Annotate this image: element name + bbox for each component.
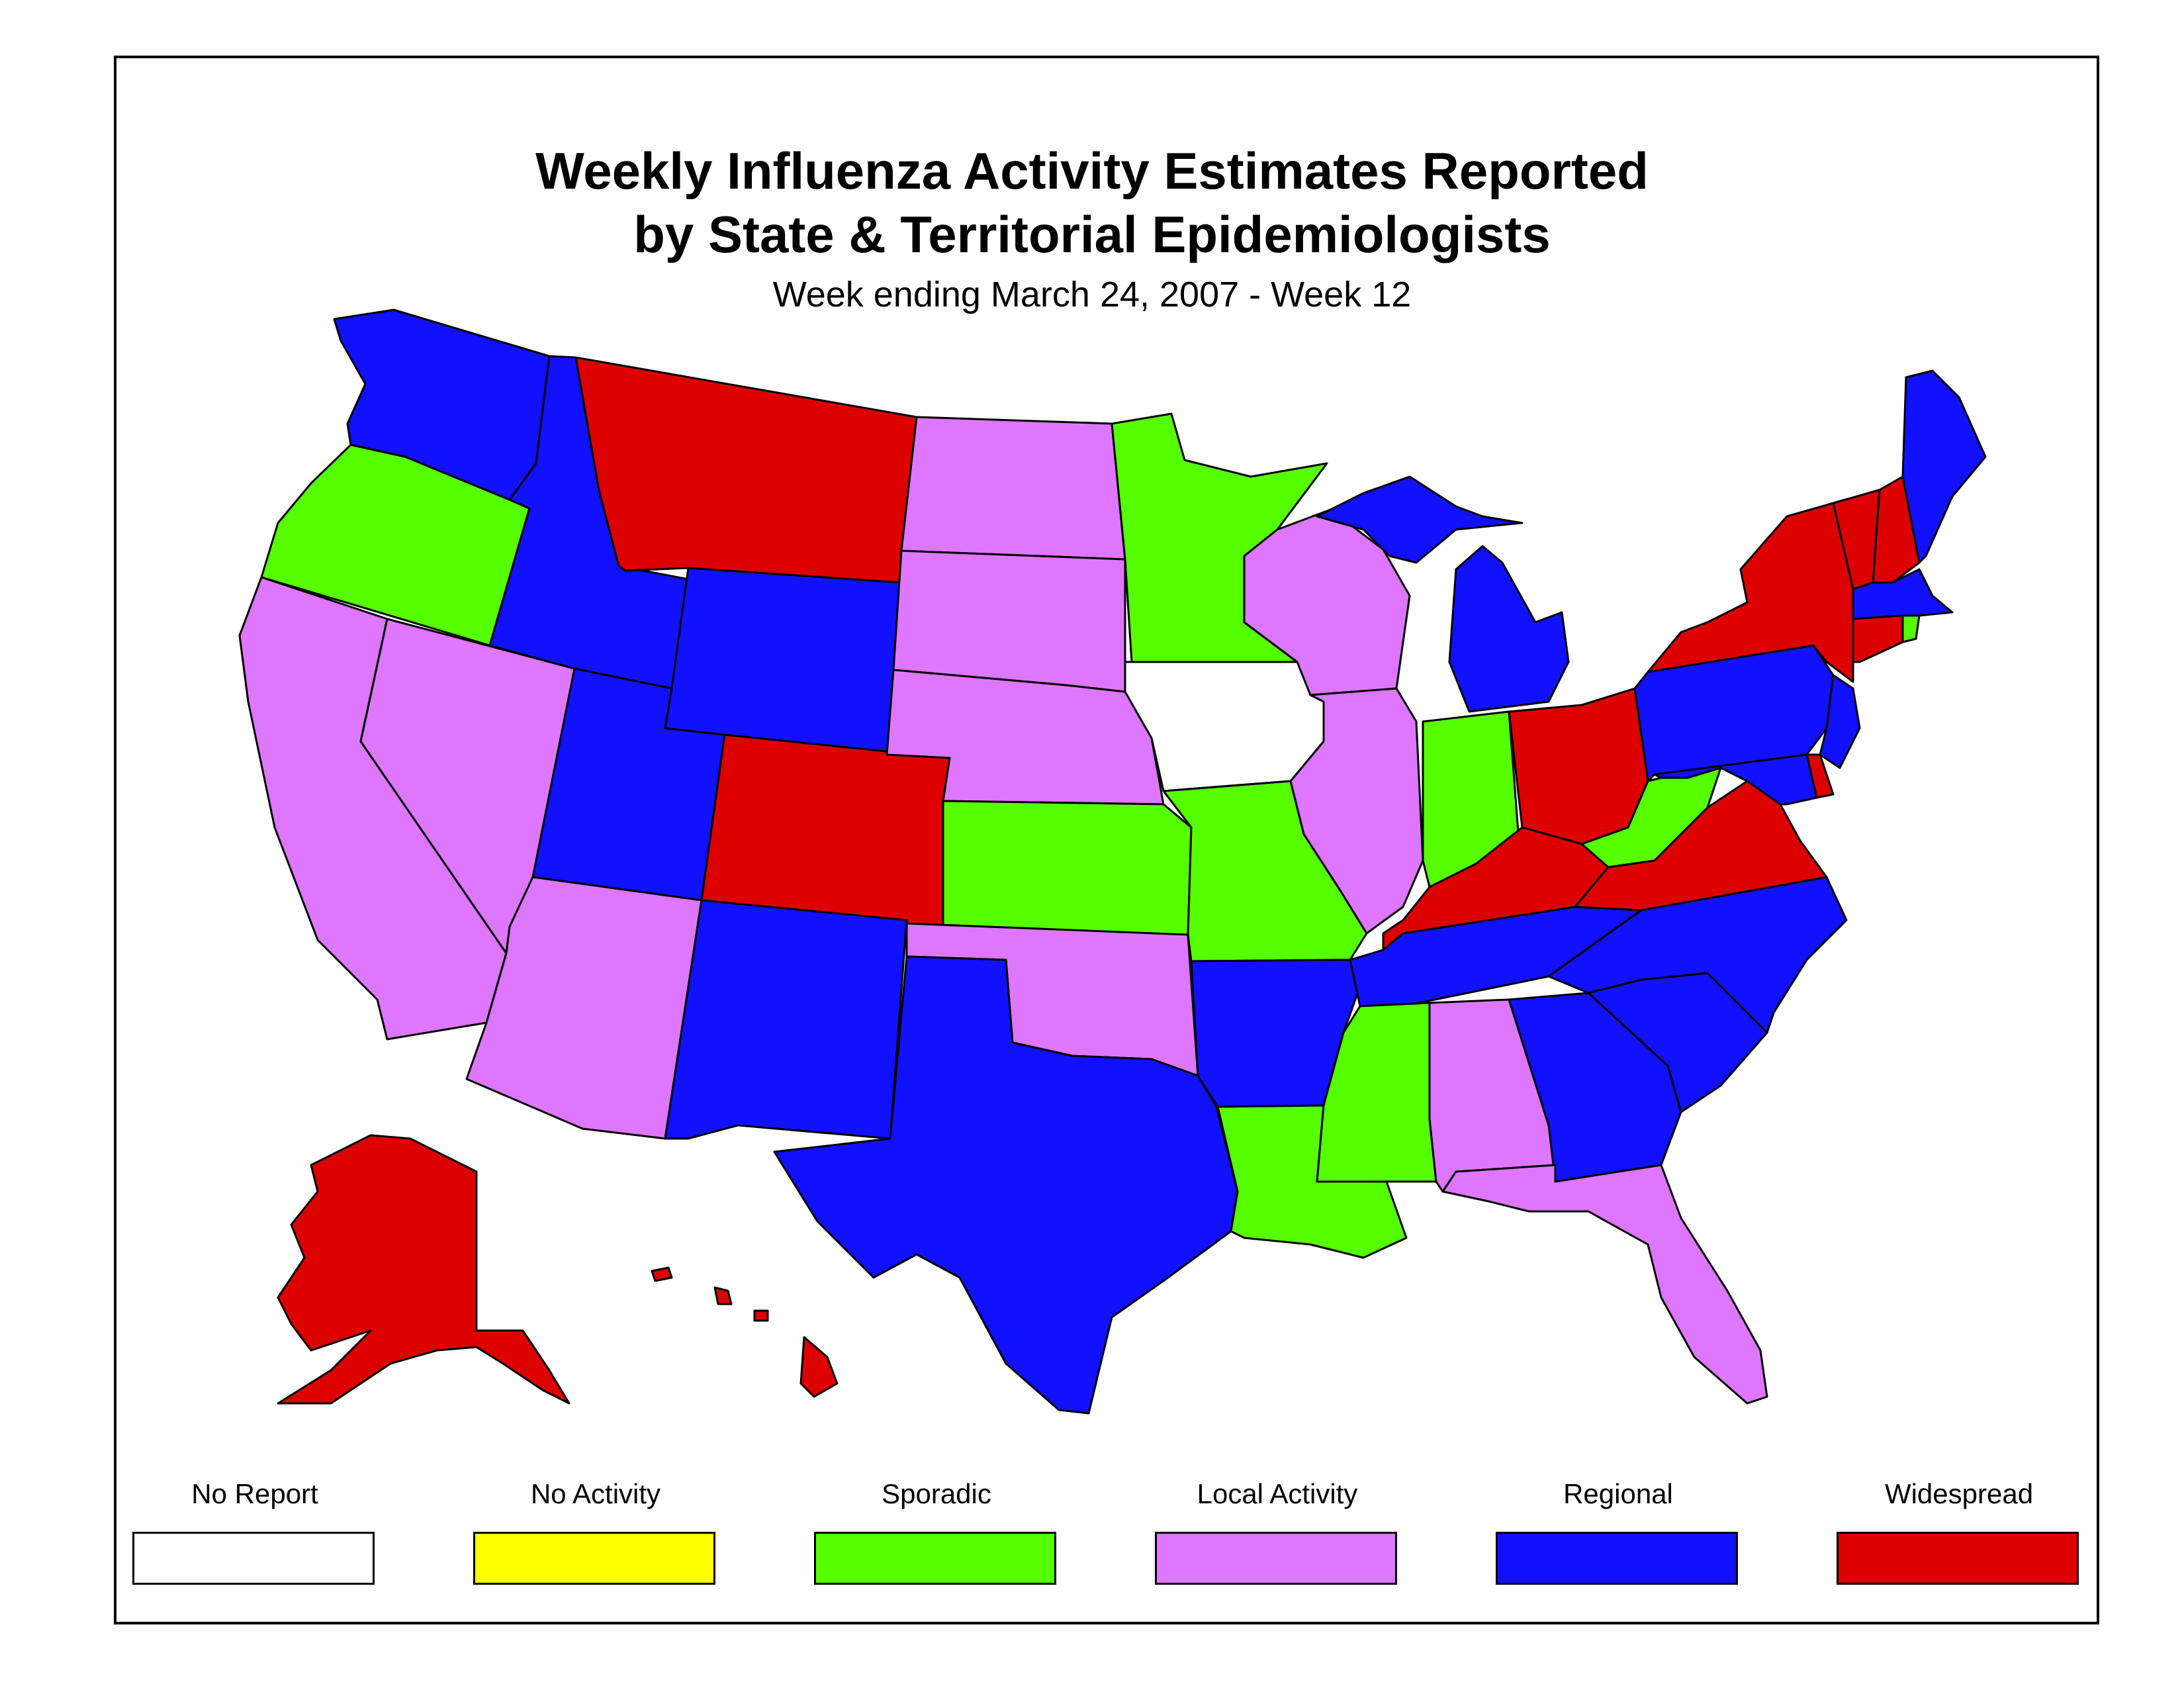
state-ks[interactable] xyxy=(942,800,1193,936)
state-nm[interactable] xyxy=(664,899,908,1140)
legend-item: Local Activity xyxy=(1155,1476,1400,1585)
legend-item: Regional xyxy=(1496,1476,1741,1585)
state-co[interactable] xyxy=(700,733,951,931)
state-ak[interactable] xyxy=(277,1134,570,1405)
legend-swatch xyxy=(1155,1532,1397,1585)
state-ny[interactable] xyxy=(1647,502,1854,683)
state-il[interactable] xyxy=(1289,687,1424,935)
map-title: Weekly Influenza Activity Estimates Repo… xyxy=(0,139,2184,266)
state-ri[interactable] xyxy=(1901,614,1921,643)
state-hi-islands[interactable] xyxy=(651,1266,769,1322)
legend-swatch xyxy=(132,1532,375,1585)
legend-item: Sporadic xyxy=(814,1476,1059,1585)
legend-label: Widespread xyxy=(1884,1478,2034,1509)
state-mi-upper[interactable] xyxy=(1316,475,1524,564)
state-sd[interactable] xyxy=(892,549,1126,693)
legend-item: Widespread xyxy=(1837,1476,2081,1585)
title-line-2: by State & Territorial Epidemiologists xyxy=(633,205,1551,263)
state-mi[interactable] xyxy=(1448,545,1570,713)
legend-label: No Report xyxy=(191,1478,318,1509)
legend-label: Local Activity xyxy=(1197,1478,1358,1509)
state-md[interactable] xyxy=(1653,753,1818,806)
state-oh[interactable] xyxy=(1508,687,1649,845)
title-line-1: Weekly Influenza Activity Estimates Repo… xyxy=(535,142,1649,200)
map-frame xyxy=(114,56,2099,1624)
legend-swatch xyxy=(473,1532,715,1585)
state-fl[interactable] xyxy=(1441,1164,1768,1405)
legend-swatch xyxy=(1496,1532,1738,1585)
state-ct[interactable] xyxy=(1852,614,1904,663)
legend-swatch xyxy=(814,1532,1056,1585)
map-subtitle: Week ending March 24, 2007 - Week 12 xyxy=(772,275,1412,314)
legend-item: No Activity xyxy=(473,1476,718,1585)
legend-label: No Activity xyxy=(530,1478,661,1509)
state-wi[interactable] xyxy=(1243,508,1411,696)
state-hi[interactable] xyxy=(799,1336,839,1398)
state-nd[interactable] xyxy=(900,416,1126,561)
state-me[interactable] xyxy=(1901,369,1987,564)
state-tx[interactable] xyxy=(773,955,1239,1415)
legend-label: Sporadic xyxy=(882,1478,991,1509)
state-nj[interactable] xyxy=(1819,674,1861,769)
legend-label: Regional xyxy=(1563,1478,1673,1509)
state-mt[interactable] xyxy=(574,356,918,584)
legend-item: No Report xyxy=(132,1476,377,1585)
legend-swatch xyxy=(1837,1532,2079,1585)
